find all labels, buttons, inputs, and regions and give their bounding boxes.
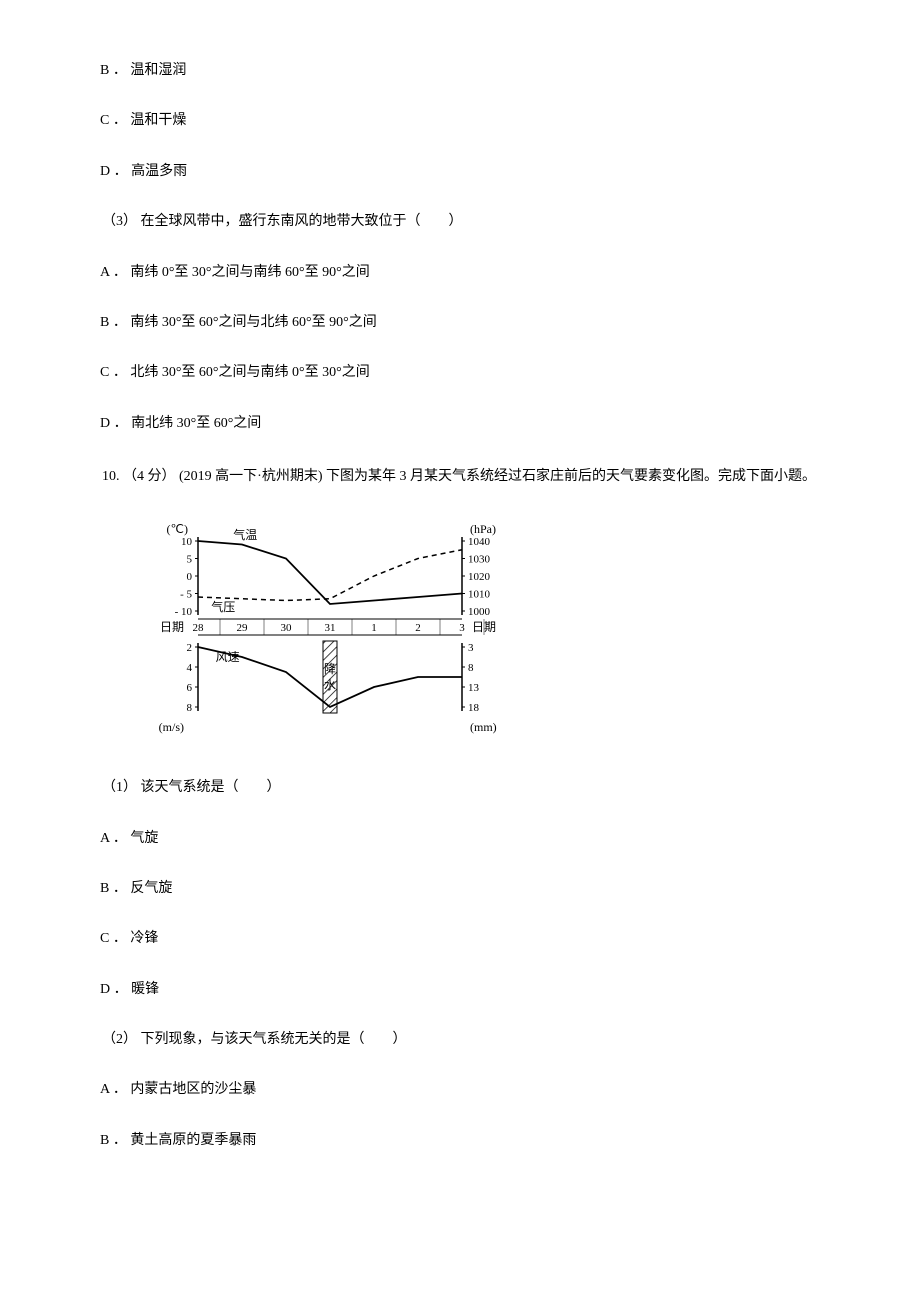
svg-text:4: 4 (187, 662, 193, 674)
q9-sub3-stem: （3） 在全球风带中，盛行东南风的地带大致位于（ ） (70, 211, 850, 233)
q9-option-d: D ． 高温多雨 (70, 161, 850, 183)
svg-text:3: 3 (459, 622, 465, 634)
svg-text:18: 18 (468, 702, 480, 714)
svg-text:1000: 1000 (468, 606, 491, 618)
q9-sub3-option-b: B ． 南纬 30°至 60°之间与北纬 60°至 90°之间 (70, 312, 850, 334)
q10-sub1-option-d: D ． 暖锋 (70, 979, 850, 1001)
svg-text:2: 2 (187, 642, 193, 654)
svg-text:(℃): (℃) (167, 522, 188, 536)
q10-sub2-option-a: A ． 内蒙古地区的沙尘暴 (70, 1079, 850, 1101)
q10-sub1-stem: （1） 该天气系统是（ ） (70, 777, 850, 799)
svg-text:日期: 日期 (160, 620, 184, 634)
svg-text:29: 29 (237, 622, 249, 634)
svg-text:1: 1 (371, 622, 377, 634)
svg-text:8: 8 (187, 702, 193, 714)
q10-sub2-option-b: B ． 黄土高原的夏季暴雨 (70, 1130, 850, 1152)
q9-sub3-option-d: D ． 南北纬 30°至 60°之间 (70, 413, 850, 435)
svg-text:- 5: - 5 (180, 589, 192, 601)
svg-text:风速: 风速 (216, 650, 240, 664)
q10-sub1-option-a: A ． 气旋 (70, 828, 850, 850)
svg-text:13: 13 (468, 682, 480, 694)
svg-text:2: 2 (415, 622, 421, 634)
svg-text:1010: 1010 (468, 589, 491, 601)
svg-text:- 10: - 10 (175, 606, 193, 618)
svg-text:5: 5 (187, 554, 193, 566)
svg-text:28: 28 (193, 622, 205, 634)
svg-text:(hPa): (hPa) (470, 522, 496, 536)
svg-text:降: 降 (324, 662, 336, 676)
q10-sub1-option-b: B ． 反气旋 (70, 878, 850, 900)
svg-text:6: 6 (187, 682, 193, 694)
svg-text:0: 0 (187, 571, 193, 583)
svg-text:(mm): (mm) (470, 720, 497, 734)
q10-sub1-option-c: C ． 冷锋 (70, 928, 850, 950)
svg-text:31: 31 (325, 622, 336, 634)
svg-text:1020: 1020 (468, 571, 491, 583)
svg-text:1030: 1030 (468, 554, 491, 566)
svg-text:3: 3 (468, 642, 474, 654)
q9-sub3-option-c: C ． 北纬 30°至 60°之间与南纬 0°至 30°之间 (70, 362, 850, 384)
q10-intro: 10. （4 分） (2019 高一下·杭州期末) 下图为某年 3 月某天气系统… (70, 463, 850, 491)
svg-text:气压: 气压 (211, 599, 235, 614)
weather-chart: (℃) (hPa) 10 5 0 - 5 - 10 1040 1030 1020 1010 1000 气… (150, 519, 510, 749)
q9-sub3-option-a: A ． 南纬 0°至 30°之间与南纬 60°至 90°之间 (70, 262, 850, 284)
q10-sub2-stem: （2） 下列现象，与该天气系统无关的是（ ） (70, 1029, 850, 1051)
svg-text:10: 10 (181, 536, 193, 548)
q9-option-c: C ． 温和干燥 (70, 110, 850, 132)
q9-option-b: B ． 温和湿润 (70, 60, 850, 82)
svg-text:气温: 气温 (233, 527, 257, 542)
svg-text:8: 8 (468, 662, 474, 674)
svg-text:水: 水 (324, 678, 336, 692)
svg-text:(m/s): (m/s) (159, 720, 184, 734)
chart-svg: (℃) (hPa) 10 5 0 - 5 - 10 1040 1030 1020 1010 1000 气… (150, 519, 510, 749)
svg-text:30: 30 (281, 622, 293, 634)
svg-text:1040: 1040 (468, 536, 491, 548)
